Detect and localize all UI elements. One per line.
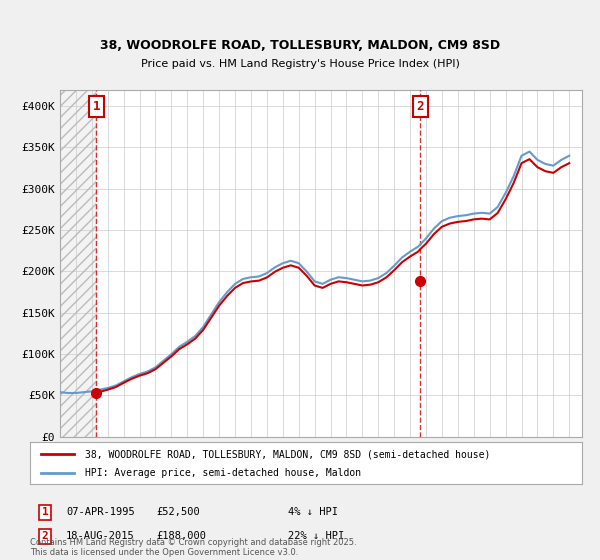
Text: Price paid vs. HM Land Registry's House Price Index (HPI): Price paid vs. HM Land Registry's House …	[140, 59, 460, 69]
Text: £52,500: £52,500	[156, 507, 200, 517]
Text: 07-APR-1995: 07-APR-1995	[66, 507, 135, 517]
Text: 2: 2	[416, 100, 424, 113]
Text: £188,000: £188,000	[156, 531, 206, 542]
Bar	[60, 90, 96, 437]
Text: 4% ↓ HPI: 4% ↓ HPI	[288, 507, 338, 517]
Text: Contains HM Land Registry data © Crown copyright and database right 2025.
This d: Contains HM Land Registry data © Crown c…	[30, 538, 356, 557]
Text: 38, WOODROLFE ROAD, TOLLESBURY, MALDON, CM9 8SD (semi-detached house): 38, WOODROLFE ROAD, TOLLESBURY, MALDON, …	[85, 449, 491, 459]
Text: 1: 1	[92, 100, 100, 113]
Text: 2: 2	[41, 531, 49, 542]
Text: 22% ↓ HPI: 22% ↓ HPI	[288, 531, 344, 542]
Text: 1: 1	[41, 507, 49, 517]
Text: HPI: Average price, semi-detached house, Maldon: HPI: Average price, semi-detached house,…	[85, 468, 361, 478]
Bar	[60, 90, 96, 437]
Text: 18-AUG-2015: 18-AUG-2015	[66, 531, 135, 542]
Text: 38, WOODROLFE ROAD, TOLLESBURY, MALDON, CM9 8SD: 38, WOODROLFE ROAD, TOLLESBURY, MALDON, …	[100, 39, 500, 52]
